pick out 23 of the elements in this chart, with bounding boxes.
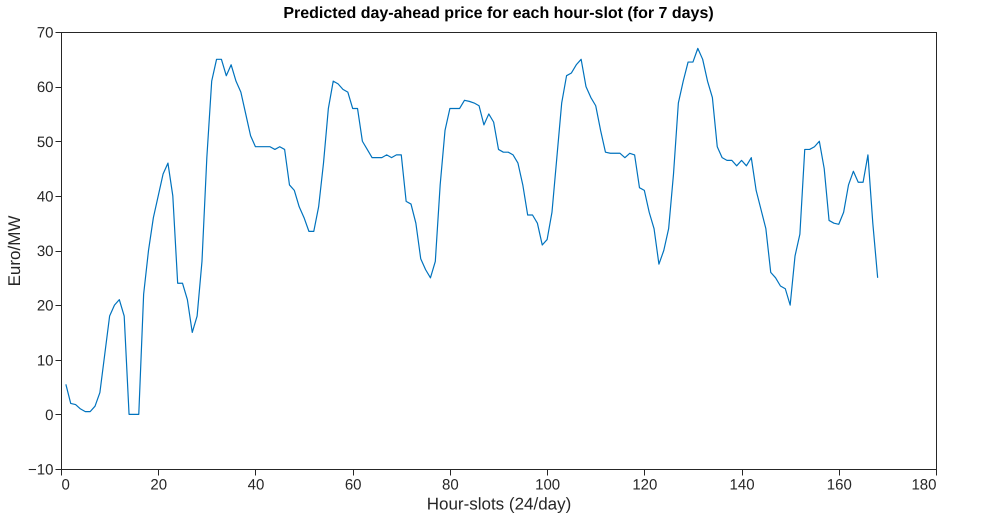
chart-title: Predicted day-ahead price for each hour-slot (for 7 days) (283, 5, 714, 22)
x-tick-label: 140 (730, 476, 755, 494)
y-tick-label: 0 (45, 406, 54, 424)
x-tick-label: 20 (150, 476, 168, 494)
y-tick-label: 30 (36, 243, 54, 260)
y-tick-label: 60 (36, 79, 54, 96)
y-tick-label: 70 (36, 24, 54, 42)
y-axis-title: Euro/MW (5, 216, 24, 286)
x-tick-label: 160 (826, 476, 852, 494)
x-tick-label: 60 (344, 476, 362, 494)
x-tick-label: 80 (442, 476, 459, 494)
x-tick-label: 120 (632, 476, 658, 494)
y-tick-label: 50 (36, 134, 54, 151)
x-tick-label: 100 (535, 476, 560, 494)
y-tick-label: 20 (36, 298, 54, 315)
x-axis-title: Hour-slots (24/day) (426, 494, 572, 514)
y-tick-label: −10 (28, 462, 54, 478)
x-tick-label: 40 (248, 476, 264, 494)
y-tick-label: 40 (36, 188, 54, 206)
x-tick-label: 180 (911, 476, 936, 494)
y-tick-label: 10 (36, 352, 54, 370)
line-series (65, 48, 878, 415)
x-tick-label: 0 (62, 476, 70, 494)
